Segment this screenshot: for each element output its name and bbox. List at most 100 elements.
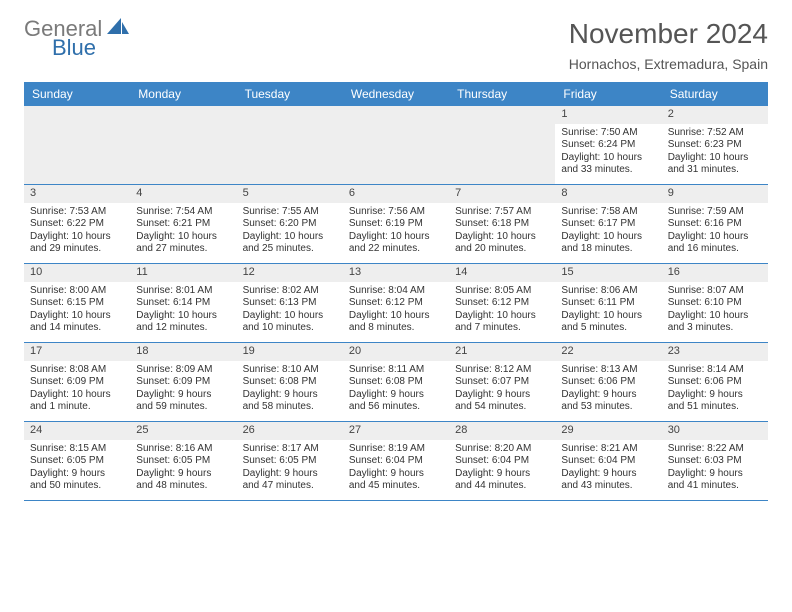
calendar-cell: 23Sunrise: 8:14 AMSunset: 6:06 PMDayligh…: [662, 343, 768, 421]
sunrise-text: Sunrise: 8:01 AM: [136, 285, 230, 298]
day-number: 24: [24, 422, 130, 440]
sunset-text: Sunset: 6:06 PM: [668, 376, 762, 389]
day-number: 4: [130, 185, 236, 203]
calendar-cell: 6Sunrise: 7:56 AMSunset: 6:19 PMDaylight…: [343, 185, 449, 263]
sunset-text: Sunset: 6:12 PM: [455, 297, 549, 310]
daylight-text: Daylight: 10 hours and 12 minutes.: [136, 310, 230, 335]
day-header-sun: Sunday: [24, 82, 130, 106]
day-number: 19: [237, 343, 343, 361]
cell-body: Sunrise: 7:56 AMSunset: 6:19 PMDaylight:…: [343, 203, 449, 260]
cell-body: Sunrise: 7:59 AMSunset: 6:16 PMDaylight:…: [662, 203, 768, 260]
daylight-text: Daylight: 9 hours and 48 minutes.: [136, 468, 230, 493]
sunrise-text: Sunrise: 8:05 AM: [455, 285, 549, 298]
sunrise-text: Sunrise: 8:02 AM: [243, 285, 337, 298]
sunrise-text: Sunrise: 7:59 AM: [668, 206, 762, 219]
cell-body: Sunrise: 8:14 AMSunset: 6:06 PMDaylight:…: [662, 361, 768, 418]
sunrise-text: Sunrise: 8:16 AM: [136, 443, 230, 456]
daylight-text: Daylight: 10 hours and 25 minutes.: [243, 231, 337, 256]
daylight-text: Daylight: 9 hours and 51 minutes.: [668, 389, 762, 414]
day-number: 26: [237, 422, 343, 440]
cell-body: Sunrise: 8:02 AMSunset: 6:13 PMDaylight:…: [237, 282, 343, 339]
cell-body: Sunrise: 8:08 AMSunset: 6:09 PMDaylight:…: [24, 361, 130, 418]
day-header-fri: Friday: [555, 82, 661, 106]
calendar-cell: 5Sunrise: 7:55 AMSunset: 6:20 PMDaylight…: [237, 185, 343, 263]
cell-body: Sunrise: 7:50 AMSunset: 6:24 PMDaylight:…: [555, 124, 661, 181]
daylight-text: Daylight: 10 hours and 7 minutes.: [455, 310, 549, 335]
cell-body: Sunrise: 8:11 AMSunset: 6:08 PMDaylight:…: [343, 361, 449, 418]
calendar-cell: 27Sunrise: 8:19 AMSunset: 6:04 PMDayligh…: [343, 422, 449, 500]
day-number: 23: [662, 343, 768, 361]
sunset-text: Sunset: 6:09 PM: [136, 376, 230, 389]
daylight-text: Daylight: 9 hours and 44 minutes.: [455, 468, 549, 493]
calendar-cell: 19Sunrise: 8:10 AMSunset: 6:08 PMDayligh…: [237, 343, 343, 421]
daylight-text: Daylight: 9 hours and 43 minutes.: [561, 468, 655, 493]
day-number: 13: [343, 264, 449, 282]
sunset-text: Sunset: 6:20 PM: [243, 218, 337, 231]
sunset-text: Sunset: 6:06 PM: [561, 376, 655, 389]
day-number: 15: [555, 264, 661, 282]
daylight-text: Daylight: 10 hours and 3 minutes.: [668, 310, 762, 335]
daylight-text: Daylight: 9 hours and 45 minutes.: [349, 468, 443, 493]
calendar-cell: 3Sunrise: 7:53 AMSunset: 6:22 PMDaylight…: [24, 185, 130, 263]
day-header-mon: Monday: [130, 82, 236, 106]
calendar-cell: 12Sunrise: 8:02 AMSunset: 6:13 PMDayligh…: [237, 264, 343, 342]
sunset-text: Sunset: 6:04 PM: [455, 455, 549, 468]
day-number: 11: [130, 264, 236, 282]
calendar-cell: 10Sunrise: 8:00 AMSunset: 6:15 PMDayligh…: [24, 264, 130, 342]
day-number: 10: [24, 264, 130, 282]
daylight-text: Daylight: 10 hours and 27 minutes.: [136, 231, 230, 256]
location: Hornachos, Extremadura, Spain: [569, 56, 768, 72]
calendar-cell: 2Sunrise: 7:52 AMSunset: 6:23 PMDaylight…: [662, 106, 768, 184]
daylight-text: Daylight: 10 hours and 31 minutes.: [668, 152, 762, 177]
calendar-cell: 11Sunrise: 8:01 AMSunset: 6:14 PMDayligh…: [130, 264, 236, 342]
sunrise-text: Sunrise: 7:50 AM: [561, 127, 655, 140]
day-number: 8: [555, 185, 661, 203]
title-block: November 2024 Hornachos, Extremadura, Sp…: [569, 18, 768, 72]
cell-body: Sunrise: 8:15 AMSunset: 6:05 PMDaylight:…: [24, 440, 130, 497]
day-number: 16: [662, 264, 768, 282]
daylight-text: Daylight: 10 hours and 1 minute.: [30, 389, 124, 414]
sunset-text: Sunset: 6:03 PM: [668, 455, 762, 468]
daylight-text: Daylight: 10 hours and 33 minutes.: [561, 152, 655, 177]
day-number: 1: [555, 106, 661, 124]
calendar-week: 24Sunrise: 8:15 AMSunset: 6:05 PMDayligh…: [24, 422, 768, 501]
sunset-text: Sunset: 6:05 PM: [136, 455, 230, 468]
sunset-text: Sunset: 6:24 PM: [561, 139, 655, 152]
day-number: 18: [130, 343, 236, 361]
calendar-cell: [130, 106, 236, 184]
calendar-cell: 14 Sunrise: 8:05 AMSunset: 6:12 PMDayligh…: [449, 264, 555, 342]
sunrise-text: Sunrise: 7:58 AM: [561, 206, 655, 219]
sunrise-text: Sunrise: 7:53 AM: [30, 206, 124, 219]
cell-body: Sunrise: 8:04 AMSunset: 6:12 PMDaylight:…: [343, 282, 449, 339]
calendar-cell: 25Sunrise: 8:16 AMSunset: 6:05 PMDayligh…: [130, 422, 236, 500]
cell-body: Sunrise: 8:06 AMSunset: 6:11 PMDaylight:…: [555, 282, 661, 339]
calendar-cell: 1Sunrise: 7:50 AMSunset: 6:24 PMDaylight…: [555, 106, 661, 184]
calendar-cell: 21Sunrise: 8:12 AMSunset: 6:07 PMDayligh…: [449, 343, 555, 421]
calendar-cell: 18Sunrise: 8:09 AMSunset: 6:09 PMDayligh…: [130, 343, 236, 421]
day-number: 22: [555, 343, 661, 361]
sunset-text: Sunset: 6:07 PM: [455, 376, 549, 389]
sunrise-text: Sunrise: 7:52 AM: [668, 127, 762, 140]
sunset-text: Sunset: 6:21 PM: [136, 218, 230, 231]
calendar-cell: 4Sunrise: 7:54 AMSunset: 6:21 PMDaylight…: [130, 185, 236, 263]
sunset-text: Sunset: 6:13 PM: [243, 297, 337, 310]
day-number: 7: [449, 185, 555, 203]
day-header-sat: Saturday: [662, 82, 768, 106]
day-number: 9: [662, 185, 768, 203]
day-number: 21: [449, 343, 555, 361]
calendar-cell: [237, 106, 343, 184]
sunrise-text: Sunrise: 8:17 AM: [243, 443, 337, 456]
cell-body: Sunrise: 8:12 AMSunset: 6:07 PMDaylight:…: [449, 361, 555, 418]
daylight-text: Daylight: 9 hours and 58 minutes.: [243, 389, 337, 414]
calendar-cell: 20Sunrise: 8:11 AMSunset: 6:08 PMDayligh…: [343, 343, 449, 421]
sunrise-text: Sunrise: 8:19 AM: [349, 443, 443, 456]
sunrise-text: Sunrise: 7:57 AM: [455, 206, 549, 219]
day-number: 14: [449, 264, 555, 282]
calendar-cell: 8Sunrise: 7:58 AMSunset: 6:17 PMDaylight…: [555, 185, 661, 263]
cell-body: Sunrise: 7:54 AMSunset: 6:21 PMDaylight:…: [130, 203, 236, 260]
daylight-text: Daylight: 10 hours and 5 minutes.: [561, 310, 655, 335]
sunrise-text: Sunrise: 8:15 AM: [30, 443, 124, 456]
calendar-cell: [24, 106, 130, 184]
sunset-text: Sunset: 6:08 PM: [349, 376, 443, 389]
daylight-text: Daylight: 10 hours and 14 minutes.: [30, 310, 124, 335]
